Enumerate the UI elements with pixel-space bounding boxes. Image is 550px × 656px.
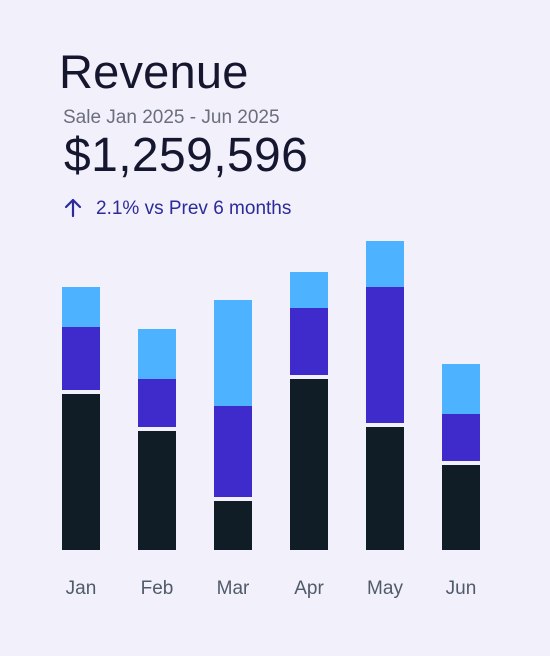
x-tick-label-jun: Jun bbox=[446, 578, 477, 599]
bar-segment-mar-3 bbox=[214, 300, 252, 406]
arrow-up-icon bbox=[64, 198, 82, 218]
x-tick-label-feb: Feb bbox=[141, 578, 174, 599]
bar-segment-may-1 bbox=[366, 427, 404, 550]
period-subtitle: Sale Jan 2025 - Jun 2025 bbox=[63, 107, 280, 128]
x-tick-label-may: May bbox=[367, 578, 403, 599]
bar-segment-jan-3 bbox=[62, 287, 100, 327]
bar-segment-feb-1 bbox=[138, 431, 176, 550]
bar-segment-jan-1 bbox=[62, 394, 100, 550]
bar-segment-apr-2 bbox=[290, 308, 328, 375]
bar-segment-jun-1 bbox=[442, 465, 480, 550]
delta-text: 2.1% vs Prev 6 months bbox=[96, 197, 292, 219]
x-tick-label-mar: Mar bbox=[217, 578, 250, 599]
revenue-amount: $1,259,596 bbox=[64, 129, 309, 182]
bar-segment-feb-3 bbox=[138, 329, 176, 379]
bar-segment-may-2 bbox=[366, 287, 404, 423]
revenue-delta: 2.1% vs Prev 6 months bbox=[62, 197, 291, 219]
bar-segment-mar-2 bbox=[214, 406, 252, 497]
bar-segment-mar-1 bbox=[214, 501, 252, 550]
x-tick-label-jan: Jan bbox=[66, 578, 97, 599]
bar-segment-jun-2 bbox=[442, 414, 480, 461]
bar-segment-may-3 bbox=[366, 241, 404, 287]
x-tick-label-apr: Apr bbox=[294, 578, 324, 599]
bar-segment-apr-3 bbox=[290, 272, 328, 308]
page-title: Revenue bbox=[59, 45, 249, 98]
bar-segment-jun-3 bbox=[442, 364, 480, 414]
bar-segment-apr-1 bbox=[290, 379, 328, 550]
bar-segment-jan-2 bbox=[62, 327, 100, 390]
bar-segment-feb-2 bbox=[138, 379, 176, 427]
